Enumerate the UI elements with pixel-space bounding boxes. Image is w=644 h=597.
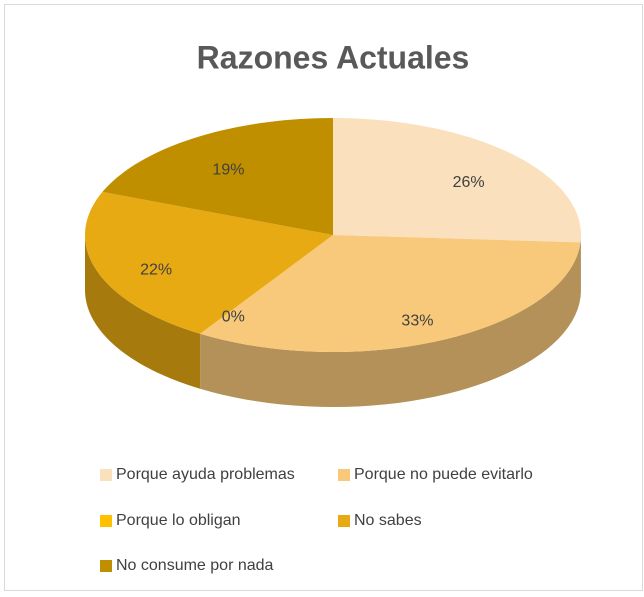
- data-label: 19%: [212, 162, 244, 179]
- legend-label: Porque lo obligan: [116, 512, 241, 529]
- legend-swatch: [100, 560, 112, 572]
- legend-label: Porque no puede evitarlo: [354, 466, 533, 483]
- legend-label: No consume por nada: [116, 557, 274, 574]
- data-label: 26%: [453, 174, 485, 191]
- chart-title: Razones Actuales: [197, 39, 470, 75]
- legend-label: Porque ayuda problemas: [116, 466, 295, 483]
- data-label: 0%: [222, 308, 245, 325]
- legend-swatch: [338, 515, 350, 527]
- data-label: 22%: [140, 261, 172, 278]
- legend-label: No sabes: [354, 512, 422, 529]
- legend-swatch: [100, 515, 112, 527]
- legend-swatch: [100, 469, 112, 481]
- legend-swatch: [338, 469, 350, 481]
- data-label: 33%: [401, 312, 433, 329]
